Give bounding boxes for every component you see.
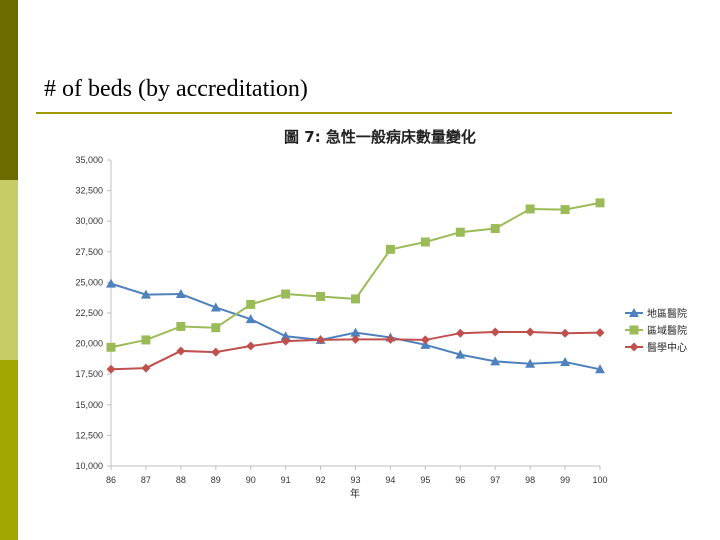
data-point [106,278,116,288]
x-tick-label: 100 [592,475,607,485]
x-tick-label: 93 [350,475,360,485]
data-point [281,289,291,299]
slide-title: # of beds (by accreditation) [44,76,308,102]
y-tick-label: 22,500 [75,308,103,318]
x-tick-label: 97 [490,475,500,485]
legend-label: 地區醫院 [647,307,687,320]
y-tick-label: 15,000 [75,400,103,410]
data-point [141,363,151,373]
data-point [560,356,571,366]
data-point [420,335,430,345]
y-tick-label: 12,500 [75,430,103,440]
data-point [175,289,186,299]
x-tick-label: 88 [176,475,186,485]
data-point [385,244,395,254]
chart-title: 圖 7: 急性一般病床數量變化 [284,128,476,146]
accent-bar-top [0,0,18,180]
y-tick-label: 10,000 [75,461,103,471]
data-point [560,328,570,338]
data-point [385,334,395,344]
data-point [316,291,326,301]
x-tick-label: 90 [246,475,256,485]
data-point [211,347,221,357]
x-tick-label: 87 [141,475,151,485]
x-tick-label: 95 [420,475,430,485]
data-point [560,205,570,215]
data-point [176,321,186,331]
data-point [351,334,360,344]
legend-label: 區域醫院 [647,324,687,337]
x-tick-label: 86 [106,475,116,485]
series-0 [106,278,605,374]
data-point [245,314,256,324]
data-point [525,327,535,337]
data-point [490,224,500,234]
data-point [246,341,256,351]
data-point [490,327,500,337]
data-point [350,327,361,337]
data-point [595,198,605,208]
data-point [280,331,291,341]
data-point [141,335,151,345]
data-point [490,356,501,366]
y-tick-label: 20,000 [75,339,103,349]
x-tick-label: 89 [211,475,221,485]
legend-entry: 地區醫院 [625,307,687,320]
data-point [351,294,360,304]
data-point [246,299,256,309]
accent-bar-bottom [0,360,18,540]
y-tick-label: 32,500 [75,186,103,196]
data-point [140,289,151,299]
y-tick-label: 35,000 [75,155,103,165]
data-point [106,364,116,374]
data-point [455,349,466,359]
data-point [420,237,430,247]
legend-label: 醫學中心 [647,341,687,354]
x-tick-label: 91 [281,475,291,485]
title-underline [36,112,672,114]
data-point [176,346,186,356]
legend-entry: 醫學中心 [625,341,687,354]
x-tick-label: 98 [525,475,535,485]
data-point [281,336,291,346]
y-tick-label: 25,000 [75,277,103,287]
data-point [455,328,465,338]
data-point [595,364,605,374]
x-axis-label: 年 [350,487,360,500]
y-tick-label: 17,500 [75,369,103,379]
data-point [595,328,605,338]
x-tick-label: 92 [316,475,326,485]
x-tick-label: 96 [455,475,465,485]
y-tick-label: 27,500 [75,247,103,257]
data-point [316,335,326,345]
data-point [525,204,535,214]
x-tick-label: 99 [560,475,570,485]
data-point [211,323,221,333]
data-point [455,227,465,237]
x-tick-label: 94 [385,475,395,485]
data-point [106,342,116,352]
series-2 [106,327,605,374]
data-point [525,358,536,368]
legend-entry: 區域醫院 [625,324,687,337]
series-1 [106,198,605,352]
legend-marker [629,325,639,335]
y-tick-label: 30,000 [75,216,103,226]
accent-bar-middle [0,180,18,360]
data-point [210,302,221,312]
legend-marker [629,308,639,317]
legend-marker [629,342,639,352]
